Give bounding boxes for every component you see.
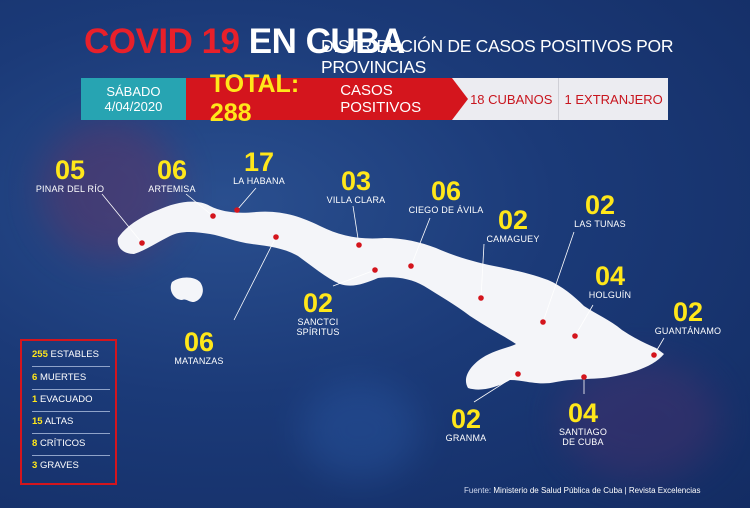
province-count: 04 bbox=[567, 398, 599, 428]
cuba-island-shape bbox=[117, 201, 665, 390]
summary-bar: SÁBADO 4/04/2020 TOTAL: 288 CASOS POSITI… bbox=[81, 70, 669, 127]
background-blob bbox=[300, 380, 420, 480]
province-count: 04 bbox=[594, 261, 626, 291]
province-count: 02 bbox=[497, 205, 529, 235]
stat-row: 1 EVACUADO bbox=[32, 391, 110, 412]
province-label-artemisa: 06 ARTEMISA bbox=[142, 155, 202, 195]
province-count: 06 bbox=[183, 327, 215, 357]
stat-value: 255 bbox=[32, 349, 48, 360]
stat-value: 6 bbox=[32, 372, 38, 383]
date-box: SÁBADO 4/04/2020 bbox=[81, 78, 186, 120]
province-count: 02 bbox=[584, 190, 616, 220]
province-count: 02 bbox=[672, 297, 704, 327]
province-label-pinar-del-rio: 05 PINAR DEL RÍO bbox=[30, 155, 110, 195]
province-label-ciego-de-avila: 06 CIEGO DE ÁVILA bbox=[404, 176, 488, 216]
province-label-granma: 02 GRANMA bbox=[436, 404, 496, 444]
cubans-count: 18 CUBANOS bbox=[452, 78, 560, 120]
marker-artemisa bbox=[185, 193, 216, 219]
province-label-santiago-de-cuba: 04 SANTIAGO DE CUBA bbox=[550, 398, 616, 448]
province-label-sancti-spiritus: 02 SANCTCI SPÍRITUS bbox=[288, 288, 348, 338]
province-name: SANTIAGO DE CUBA bbox=[558, 427, 608, 447]
marker-matanzas bbox=[233, 234, 279, 321]
source-credit: Fuente: Ministerio de Salud Pública de C… bbox=[464, 486, 700, 495]
source-text: Ministerio de Salud Pública de Cuba | Re… bbox=[493, 486, 701, 495]
province-count: 03 bbox=[340, 166, 372, 196]
stat-row: 15 ALTAS bbox=[32, 413, 110, 434]
stat-label: EVACUADO bbox=[39, 394, 93, 405]
marker-ciego-de-avila bbox=[408, 217, 431, 269]
cases-label: CASOS POSITIVOS bbox=[340, 82, 422, 116]
marker-pinar-del-rio bbox=[101, 193, 145, 246]
province-name: HOLGUÍN bbox=[588, 290, 632, 300]
stat-label: GRAVES bbox=[39, 460, 79, 471]
province-label-holguin: 04 HOLGUÍN bbox=[582, 261, 638, 301]
province-count: 02 bbox=[302, 288, 334, 318]
province-name: PINAR DEL RÍO bbox=[35, 184, 105, 194]
title-white: EN CUBA bbox=[248, 22, 405, 61]
province-label-camaguey: 02 CAMAGUEY bbox=[482, 205, 544, 245]
province-label-la-habana: 17 LA HABANA bbox=[226, 147, 292, 187]
province-name: GUANTÁNAMO bbox=[654, 326, 722, 336]
isla-juventud-shape bbox=[170, 277, 203, 302]
marker-camaguey bbox=[478, 243, 485, 301]
stat-value: 8 bbox=[32, 438, 38, 449]
background-blob bbox=[560, 360, 720, 480]
marker-sancti-spiritus bbox=[332, 267, 378, 287]
title-red: COVID 19 bbox=[84, 22, 240, 61]
stat-row: 255 ESTABLES bbox=[32, 346, 110, 367]
province-markers bbox=[101, 187, 665, 403]
marker-santiago-de-cuba bbox=[581, 374, 587, 394]
province-name: CAMAGUEY bbox=[486, 234, 540, 244]
province-count: 06 bbox=[430, 176, 462, 206]
date-day: SÁBADO bbox=[106, 84, 161, 99]
province-label-matanzas: 06 MATANZAS bbox=[166, 327, 232, 367]
marker-granma bbox=[473, 371, 521, 403]
stat-label: MUERTES bbox=[39, 372, 87, 383]
stat-value: 15 bbox=[32, 416, 43, 427]
stat-label: ALTAS bbox=[44, 416, 74, 427]
marker-la-habana bbox=[234, 187, 257, 213]
province-count: 17 bbox=[243, 147, 275, 177]
total-box: TOTAL: 288 CASOS POSITIVOS bbox=[185, 70, 469, 127]
page-title: COVID 19 EN CUBA bbox=[84, 22, 405, 62]
marker-holguin bbox=[572, 304, 594, 339]
province-name: LA HABANA bbox=[233, 176, 285, 186]
province-name: VILLA CLARA bbox=[326, 195, 386, 205]
stat-value: 1 bbox=[32, 394, 38, 405]
province-label-las-tunas: 02 LAS TUNAS bbox=[568, 190, 632, 230]
province-name: ARTEMISA bbox=[148, 184, 196, 194]
marker-guantanamo bbox=[651, 337, 665, 358]
marker-las-tunas bbox=[540, 231, 575, 325]
province-name: CIEGO DE ÁVILA bbox=[408, 205, 484, 215]
province-label-villa-clara: 03 VILLA CLARA bbox=[318, 166, 394, 206]
source-label: Fuente: bbox=[464, 486, 492, 495]
province-name: MATANZAS bbox=[174, 356, 224, 366]
stat-row: 8 CRÍTICOS bbox=[32, 435, 110, 456]
foreigners-count: 1 EXTRANJERO bbox=[559, 78, 669, 120]
stats-box: 255 ESTABLES 6 MUERTES 1 EVACUADO 15 ALT… bbox=[20, 339, 117, 485]
province-name: GRANMA bbox=[445, 433, 487, 443]
marker-villa-clara bbox=[352, 205, 362, 248]
stat-label: CRÍTICOS bbox=[39, 438, 86, 449]
province-name: LAS TUNAS bbox=[574, 219, 626, 229]
province-count: 06 bbox=[156, 155, 188, 185]
stat-row: 3 GRAVES bbox=[32, 457, 110, 477]
province-name: SANCTCI SPÍRITUS bbox=[296, 317, 340, 337]
page-subtitle: DISTRIBUCIÓN DE CASOS POSITIVOS POR PROV… bbox=[321, 36, 674, 77]
stat-label: ESTABLES bbox=[50, 349, 99, 360]
date-value: 4/04/2020 bbox=[104, 99, 163, 114]
province-label-guantanamo: 02 GUANTÁNAMO bbox=[652, 297, 724, 337]
province-count: 02 bbox=[450, 404, 482, 434]
stat-row: 6 MUERTES bbox=[32, 369, 110, 390]
total-label: TOTAL: 288 bbox=[209, 70, 300, 127]
stat-value: 3 bbox=[32, 460, 38, 471]
province-count: 05 bbox=[54, 155, 86, 185]
